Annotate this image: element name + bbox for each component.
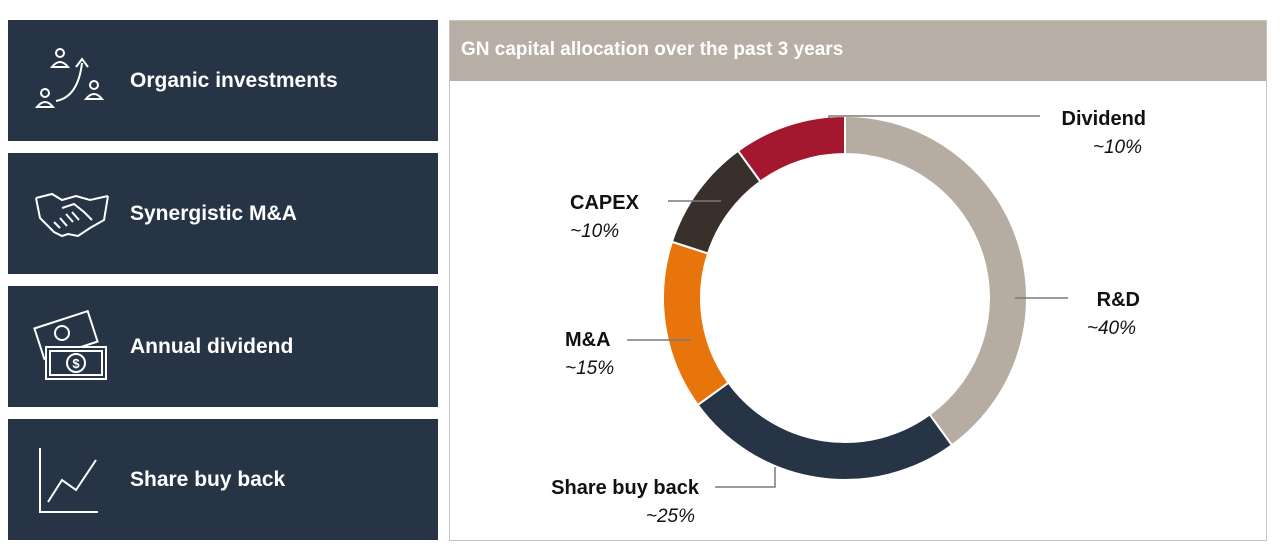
card-label: Annual dividend bbox=[130, 334, 294, 358]
chart-panel: GN capital allocation over the past 3 ye… bbox=[449, 20, 1267, 541]
banknotes-icon: $ bbox=[32, 307, 112, 387]
chart-title: GN capital allocation over the past 3 ye… bbox=[461, 39, 844, 60]
card-share-buy-back: Share buy back bbox=[8, 419, 438, 540]
slice-label: CAPEX bbox=[570, 192, 640, 214]
slice-label: M&A bbox=[565, 329, 611, 351]
slice-label: R&D bbox=[1097, 289, 1140, 311]
donut-slice-m-a bbox=[662, 240, 730, 407]
slice-label: Dividend bbox=[1062, 108, 1146, 130]
card-annual-dividend: $ Annual dividend bbox=[8, 286, 438, 407]
slice-value-label: ~40% bbox=[1087, 318, 1136, 339]
slice-value-label: ~10% bbox=[570, 221, 619, 242]
slice-value-label: ~15% bbox=[565, 358, 614, 379]
slice-value-label: ~25% bbox=[646, 506, 695, 527]
donut-chart: R&D ~40% Share buy back ~25% M&A ~15% CAPEX ~10… bbox=[551, 108, 1146, 527]
donut-slice-capex bbox=[670, 149, 762, 255]
leader-line bbox=[828, 115, 1040, 118]
donut-slice-share-buy-back bbox=[696, 381, 954, 481]
people-growth-icon bbox=[32, 41, 112, 121]
donut-slice-r-d bbox=[844, 114, 1028, 447]
svg-text:$: $ bbox=[72, 356, 80, 371]
leader-line bbox=[715, 467, 776, 488]
donut-slice-dividend bbox=[736, 114, 846, 183]
card-organic-investments: Organic investments bbox=[8, 20, 438, 141]
card-label: Share buy back bbox=[130, 467, 286, 491]
card-label: Organic investments bbox=[130, 68, 338, 92]
slice-label: Share buy back bbox=[551, 477, 700, 499]
card-synergistic-ma: Synergistic M&A bbox=[8, 153, 438, 274]
line-chart-icon bbox=[32, 440, 112, 520]
chart-header: GN capital allocation over the past 3 ye… bbox=[450, 21, 1266, 81]
slice-value-label: ~10% bbox=[1093, 137, 1142, 158]
handshake-icon bbox=[32, 174, 112, 254]
card-label: Synergistic M&A bbox=[130, 201, 297, 225]
